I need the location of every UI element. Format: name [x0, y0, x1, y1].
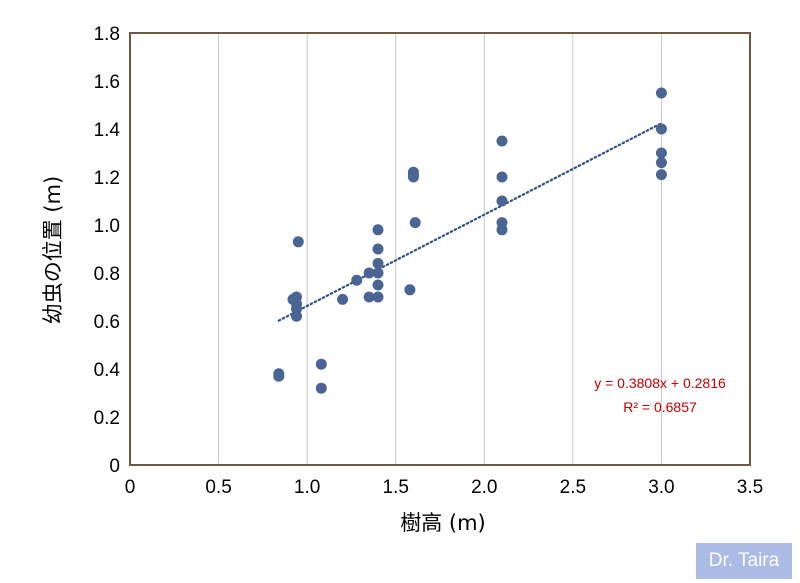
watermark-badge: Dr. Taira	[696, 543, 792, 579]
data-point	[496, 135, 508, 147]
data-point	[496, 195, 508, 207]
data-point	[363, 291, 375, 303]
y-tick-label: 0.8	[94, 264, 120, 285]
trendline-equation: y = 0.3808x + 0.2816	[594, 375, 726, 391]
x-tick-label: 1.0	[294, 477, 320, 498]
data-point	[372, 291, 384, 303]
data-point	[372, 224, 384, 236]
data-point	[273, 370, 285, 382]
data-point	[655, 147, 667, 159]
x-axis-title: 樹高 (m)	[400, 511, 486, 535]
data-point	[372, 279, 384, 291]
data-point	[655, 169, 667, 181]
x-tick-label: 3.5	[737, 477, 763, 498]
data-point	[315, 382, 327, 394]
x-tick-labels: 0 0.5 1.0 1.5 2.0 2.5 3.0 3.5	[125, 477, 764, 498]
y-tick-label: 1.2	[94, 168, 120, 189]
data-point	[496, 224, 508, 236]
x-tick-label: 2.0	[471, 477, 497, 498]
data-point	[315, 358, 327, 370]
y-tick-labels: 0 0.2 0.4 0.6 0.8 1.0 1.2 1.4 1.6 1.8	[94, 24, 121, 477]
r-squared-label: R² = 0.6857	[623, 399, 697, 415]
data-point	[351, 274, 363, 286]
y-tick-label: 0.4	[94, 360, 121, 381]
data-point	[291, 310, 303, 322]
plot-frame	[129, 32, 751, 466]
data-point	[404, 284, 416, 296]
data-point	[655, 87, 667, 99]
data-point	[655, 123, 667, 135]
data-point	[292, 236, 304, 248]
x-tick-label: 1.5	[383, 477, 409, 498]
data-point	[372, 243, 384, 255]
y-tick-label: 1.0	[94, 216, 120, 237]
y-tick-label: 0.6	[94, 312, 120, 333]
y-tick-label: 1.4	[94, 120, 121, 141]
x-tick-label: 0	[125, 477, 136, 498]
watermark-text: Dr. Taira	[708, 550, 780, 571]
x-tick-label: 0.5	[205, 477, 231, 498]
data-point	[655, 157, 667, 169]
x-tick-label: 3.0	[648, 477, 674, 498]
x-tick-label: 2.5	[560, 477, 586, 498]
data-point	[409, 217, 421, 229]
y-tick-label: 1.8	[94, 24, 120, 45]
data-points	[273, 87, 667, 394]
y-tick-label: 0	[109, 456, 120, 477]
data-point	[407, 171, 419, 183]
trendline-group	[277, 122, 663, 322]
data-point	[372, 257, 384, 269]
data-point	[496, 171, 508, 183]
data-point	[337, 293, 349, 305]
grid-lines	[218, 33, 662, 465]
data-point	[372, 267, 384, 279]
y-axis-title: 幼虫の位置 (m)	[41, 176, 65, 325]
y-tick-label: 1.6	[94, 72, 120, 93]
trendline	[277, 122, 663, 322]
y-tick-label: 0.2	[94, 408, 120, 429]
data-point	[363, 267, 375, 279]
